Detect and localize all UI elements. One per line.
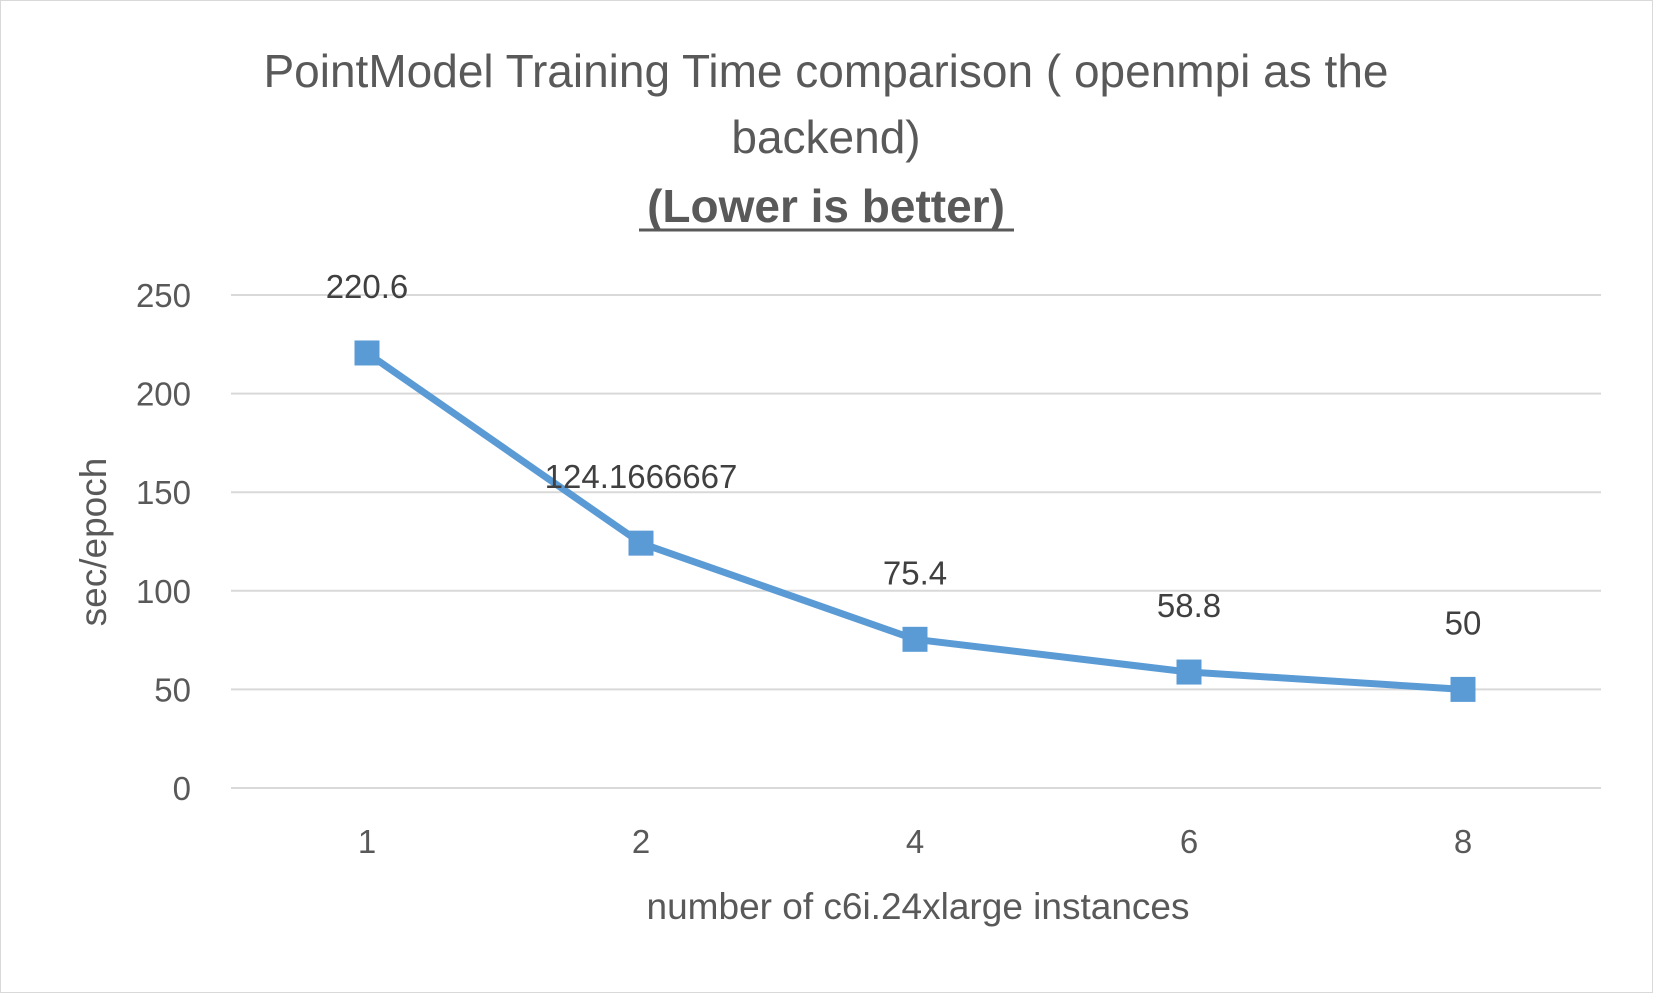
x-tick-label: 4 bbox=[906, 823, 924, 860]
x-tick-label: 6 bbox=[1180, 823, 1198, 860]
gridlines bbox=[231, 294, 1601, 789]
y-tick-label: 150 bbox=[136, 474, 191, 511]
data-point-marker bbox=[354, 340, 380, 366]
series-line bbox=[354, 340, 1476, 702]
y-tick-label: 200 bbox=[136, 376, 191, 413]
y-tick-label: 250 bbox=[136, 277, 191, 314]
data-label: 58.8 bbox=[1157, 587, 1221, 624]
data-label: 75.4 bbox=[883, 554, 947, 591]
x-axis-title: number of c6i.24xlarge instances bbox=[647, 886, 1190, 927]
y-tick-label: 50 bbox=[154, 671, 191, 708]
x-tick-label: 8 bbox=[1454, 823, 1472, 860]
data-point-marker bbox=[628, 530, 654, 556]
data-point-marker bbox=[1176, 659, 1202, 685]
x-axis-ticks: 1 2 4 6 8 bbox=[358, 823, 1472, 860]
data-label: 50 bbox=[1445, 604, 1482, 641]
data-label: 220.6 bbox=[326, 268, 409, 305]
chart-title-line-2: backend) bbox=[731, 111, 920, 163]
y-tick-label: 100 bbox=[136, 573, 191, 610]
data-labels: 220.6 124.1666667 75.4 58.8 50 bbox=[326, 268, 1482, 641]
y-axis-title: sec/epoch bbox=[73, 458, 114, 627]
x-tick-label: 2 bbox=[632, 823, 650, 860]
data-label: 124.1666667 bbox=[545, 458, 738, 495]
chart-subtitle: (Lower is better) bbox=[647, 180, 1005, 232]
x-tick-label: 1 bbox=[358, 823, 376, 860]
data-point-marker bbox=[1450, 676, 1476, 702]
data-point-marker bbox=[902, 626, 928, 652]
y-tick-label: 0 bbox=[173, 770, 191, 807]
y-axis-ticks: 0 50 100 150 200 250 bbox=[136, 277, 191, 807]
chart-title-line-1: PointModel Training Time comparison ( op… bbox=[263, 45, 1388, 97]
